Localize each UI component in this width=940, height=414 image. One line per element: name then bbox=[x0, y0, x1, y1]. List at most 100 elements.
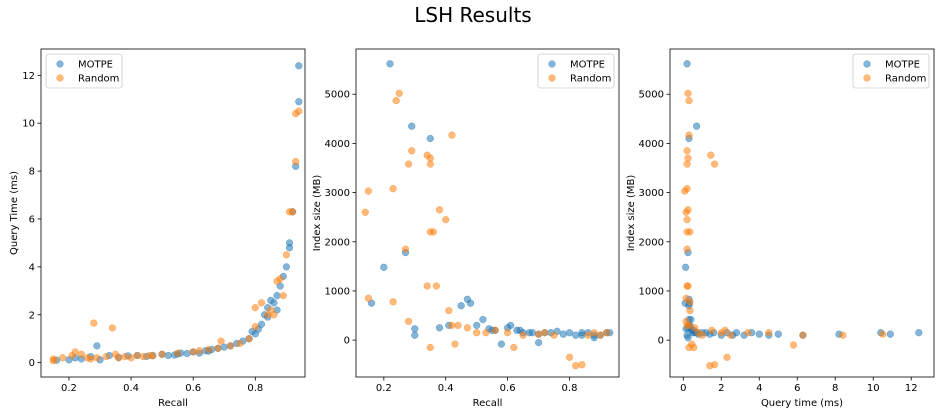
data-point bbox=[727, 331, 735, 339]
data-point bbox=[270, 311, 278, 319]
legend-box bbox=[45, 53, 123, 89]
legend-marker bbox=[56, 74, 64, 82]
data-point bbox=[479, 315, 487, 324]
data-point bbox=[236, 339, 244, 348]
data-point bbox=[404, 317, 413, 326]
data-point bbox=[463, 324, 472, 332]
data-point bbox=[87, 355, 95, 363]
data-point bbox=[270, 299, 278, 307]
data-point bbox=[164, 351, 172, 360]
data-point bbox=[686, 298, 694, 306]
y-tick-label: 0 bbox=[658, 336, 664, 347]
x-tick-label: 0.2 bbox=[61, 383, 77, 394]
data-point bbox=[710, 361, 719, 369]
data-point bbox=[121, 352, 129, 361]
data-point bbox=[684, 334, 692, 342]
data-point bbox=[295, 62, 303, 70]
data-point bbox=[195, 347, 204, 355]
x-tick-label: 0.4 bbox=[123, 383, 139, 394]
data-point bbox=[158, 350, 166, 358]
x-axis-label: Recall bbox=[473, 398, 503, 409]
y-axis-label: Index size (MB) bbox=[312, 175, 323, 252]
data-point bbox=[139, 352, 148, 361]
data-point bbox=[503, 329, 512, 337]
figure-title: LSH Results bbox=[414, 3, 531, 27]
data-point bbox=[497, 340, 506, 348]
data-point bbox=[149, 352, 157, 360]
data-point bbox=[550, 331, 558, 339]
legend-label: Random bbox=[570, 74, 611, 85]
data-point bbox=[102, 352, 110, 361]
data-point bbox=[691, 324, 699, 332]
series-random bbox=[49, 107, 303, 365]
data-point bbox=[541, 329, 549, 337]
y-tick-label: 8 bbox=[29, 167, 35, 178]
data-point bbox=[93, 354, 101, 362]
y-tick-label: 10 bbox=[22, 119, 35, 130]
data-point bbox=[559, 330, 567, 338]
y-tick-label: 1000 bbox=[639, 286, 664, 297]
x-tick-label: 4 bbox=[756, 383, 762, 394]
data-point bbox=[108, 324, 117, 332]
data-point bbox=[279, 291, 287, 300]
data-point bbox=[681, 263, 690, 271]
data-point bbox=[683, 60, 691, 68]
data-point bbox=[684, 154, 692, 162]
y-tick-label: 4000 bbox=[639, 139, 664, 150]
data-point bbox=[292, 157, 300, 166]
data-point bbox=[174, 349, 182, 357]
data-point bbox=[435, 206, 444, 214]
data-point bbox=[220, 343, 228, 351]
legend: MOTPE Random bbox=[45, 53, 123, 89]
chart-panel-2: 0.2 0.4 0.6 0.8 0 1000 2000 3000 4000 5000 Recall I… bbox=[312, 48, 620, 409]
y-tick-label: 6 bbox=[29, 214, 35, 225]
data-point bbox=[584, 331, 592, 339]
y-tick-label: 2000 bbox=[325, 237, 350, 248]
y-tick-label: 4000 bbox=[325, 139, 350, 150]
x-tick-label: 0.8 bbox=[562, 383, 578, 394]
data-point bbox=[710, 160, 719, 168]
data-point bbox=[59, 354, 67, 362]
data-point bbox=[572, 331, 580, 339]
data-point bbox=[886, 330, 894, 338]
x-tick-label: 2 bbox=[718, 383, 724, 394]
legend-label: MOTPE bbox=[885, 60, 920, 71]
data-point bbox=[519, 331, 527, 339]
data-point bbox=[448, 131, 456, 139]
y-tick-label: 3000 bbox=[639, 188, 664, 199]
data-point bbox=[251, 303, 259, 312]
data-point bbox=[755, 330, 763, 338]
data-point bbox=[683, 147, 691, 155]
legend-label: MOTPE bbox=[570, 60, 605, 71]
data-point bbox=[690, 343, 698, 352]
data-point bbox=[590, 329, 598, 337]
data-point bbox=[534, 338, 543, 347]
data-point bbox=[839, 331, 847, 339]
data-point bbox=[257, 299, 266, 307]
data-point bbox=[282, 263, 291, 271]
data-point bbox=[744, 329, 752, 337]
data-point bbox=[708, 326, 716, 334]
axes-frame bbox=[40, 48, 306, 378]
data-point bbox=[90, 319, 98, 327]
data-point bbox=[683, 282, 691, 290]
data-point bbox=[915, 329, 923, 337]
y-tick-label: 3000 bbox=[325, 188, 350, 199]
legend: MOTPE Random bbox=[852, 53, 930, 89]
legend-marker bbox=[548, 60, 556, 68]
data-point bbox=[534, 330, 543, 338]
data-point bbox=[205, 345, 213, 354]
data-point bbox=[93, 342, 101, 350]
y-tick-label: 12 bbox=[22, 71, 35, 82]
y-tick-label: 5000 bbox=[639, 90, 664, 101]
data-point bbox=[685, 131, 693, 139]
x-tick-label: 10 bbox=[867, 383, 880, 394]
data-point bbox=[578, 361, 586, 369]
data-point bbox=[510, 343, 518, 352]
data-point bbox=[448, 321, 456, 330]
y-tick-label: 5000 bbox=[325, 90, 350, 101]
data-point bbox=[432, 282, 441, 290]
legend-marker bbox=[863, 60, 871, 68]
